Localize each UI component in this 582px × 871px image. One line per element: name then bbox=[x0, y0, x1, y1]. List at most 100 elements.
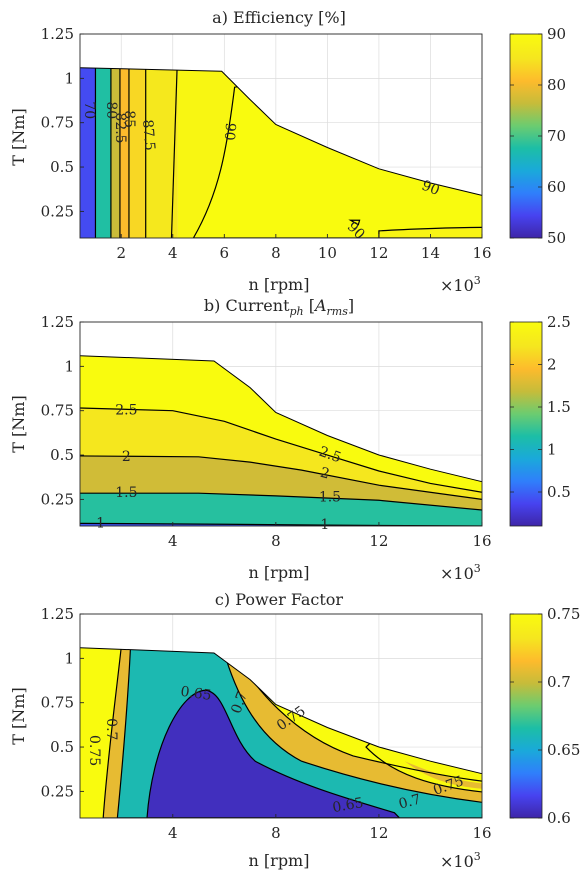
colorbar-tick-label: 70 bbox=[547, 127, 566, 145]
contour-label: 2 bbox=[122, 449, 131, 465]
envelope-line bbox=[79, 647, 483, 775]
envelope-line bbox=[79, 67, 483, 196]
ticks: 4 8 12 16 0.25 0.5 0.75 1 1.25 bbox=[41, 605, 492, 842]
colorbar-tick-label: 0.6 bbox=[547, 809, 571, 827]
y-axis-label-current: T [Nm] bbox=[9, 395, 28, 452]
contour-line bbox=[80, 407, 482, 493]
colorbar-efficiency bbox=[509, 33, 543, 239]
y-tick-label: 0.75 bbox=[41, 402, 74, 420]
x-tick-label: 16 bbox=[472, 532, 491, 550]
contour-region bbox=[378, 227, 482, 238]
contour-label: 90 bbox=[419, 178, 442, 200]
x-tick-label: 8 bbox=[271, 244, 281, 262]
contour-band bbox=[110, 67, 120, 238]
x-tick-label: 4 bbox=[168, 824, 178, 842]
y-tick-label: 0.5 bbox=[50, 446, 74, 464]
x-tick-label: 2 bbox=[116, 244, 126, 262]
y-axis-label-power-factor: T [Nm] bbox=[9, 687, 28, 744]
contour-label: 0.65 bbox=[331, 795, 364, 816]
y-tick-label: 0.75 bbox=[41, 114, 74, 132]
contour-band bbox=[95, 67, 111, 238]
panel-power-factor: c) Power Factor 0.65 0.70.750.750.70.65 0.… bbox=[9, 590, 580, 871]
contour-line bbox=[116, 647, 482, 818]
y-tick-label: 0.25 bbox=[41, 490, 74, 508]
contour-line bbox=[102, 647, 482, 818]
colorbar-tick-label: 90 bbox=[547, 25, 566, 43]
y-tick-label: 0.5 bbox=[50, 158, 74, 176]
contour-label: 0.7 bbox=[103, 718, 119, 740]
contour-lines bbox=[102, 647, 482, 818]
y-tick-label: 1.25 bbox=[41, 605, 74, 623]
x-tick-label: 4 bbox=[168, 244, 178, 262]
x-axis-label-efficiency: n [rpm] bbox=[249, 275, 310, 294]
contour-label: 87.5 bbox=[139, 119, 158, 151]
x-tick-label: 12 bbox=[369, 532, 388, 550]
x-tick-label: 4 bbox=[168, 532, 178, 550]
contour-label: 0.7 bbox=[228, 689, 251, 715]
contour-line bbox=[192, 67, 482, 238]
contour-label: 1.5 bbox=[115, 485, 137, 501]
contour-labels: 2.521.512.521.51 bbox=[96, 403, 343, 533]
contour-line bbox=[348, 219, 361, 226]
y-tick-label: 1.25 bbox=[41, 313, 74, 331]
colorbar-power-factor bbox=[509, 613, 543, 819]
contour-label: 0.7 bbox=[397, 791, 423, 812]
contour-band bbox=[128, 67, 146, 238]
colorbar-tick-label: 0.5 bbox=[547, 483, 571, 501]
x-tick-label: 6 bbox=[220, 244, 230, 262]
colorbar-tick-label: 2 bbox=[547, 356, 557, 374]
x-multiplier-power-factor: ×103 bbox=[440, 850, 481, 871]
y-tick-label: 0.5 bbox=[50, 738, 74, 756]
x-tick-label: 16 bbox=[472, 244, 491, 262]
colorbar-current bbox=[509, 321, 543, 527]
contour-band bbox=[147, 690, 400, 818]
colorbar-ticks-efficiency: 50 60 70 80 90 bbox=[510, 25, 566, 247]
y-tick-label: 1 bbox=[64, 357, 74, 375]
contour-line bbox=[365, 647, 482, 794]
y-tick-label: 1 bbox=[64, 69, 74, 87]
colorbar-tick-label: 1.5 bbox=[547, 398, 571, 416]
colorbar-tick-label: 50 bbox=[547, 229, 566, 247]
contour-label: 82.5 bbox=[112, 112, 128, 143]
contour-label: 0.65 bbox=[179, 684, 212, 704]
colorbar-tick-label: 0.7 bbox=[547, 673, 571, 691]
contour-label: 1.5 bbox=[319, 490, 341, 506]
y-tick-label: 0.25 bbox=[41, 782, 74, 800]
x-tick-label: 10 bbox=[318, 244, 337, 262]
x-axis-label-current: n [rpm] bbox=[249, 563, 310, 582]
contour-band bbox=[119, 67, 129, 238]
colorbar-ticks-power-factor: 0.6 0.65 0.7 0.75 bbox=[510, 605, 580, 827]
contour-label: 2.5 bbox=[317, 444, 343, 467]
x-axis-label-power-factor: n [rpm] bbox=[249, 851, 310, 870]
chart-title-efficiency: a) Efficiency [%] bbox=[212, 8, 346, 27]
y-axis-label-efficiency: T [Nm] bbox=[9, 108, 28, 165]
y-tick-label: 1 bbox=[64, 649, 74, 667]
contour-band bbox=[404, 761, 482, 790]
contour-label: 1 bbox=[96, 515, 105, 531]
chart-title-current: b) Currentph [Arms] bbox=[204, 296, 354, 318]
x-tick-label: 14 bbox=[421, 244, 440, 262]
contour-label: 2 bbox=[318, 465, 331, 483]
axes-box bbox=[79, 613, 483, 819]
plot-area-power-factor: 0.65 0.70.750.750.70.65 0.70.754 8 12 160.250… bbox=[41, 605, 492, 842]
panel-current: b) Currentph [Arms] 2.521.512.521.514 8 12… bbox=[9, 296, 571, 583]
colorbar-ticks-current: 0.5 1 1.5 2 2.5 bbox=[510, 313, 571, 501]
x-tick-label: 8 bbox=[271, 824, 281, 842]
contour-band bbox=[80, 67, 96, 238]
colorbar-tick-label: 0.75 bbox=[547, 605, 580, 623]
x-multiplier-current: ×103 bbox=[440, 562, 481, 583]
axes-box bbox=[79, 33, 483, 239]
y-tick-label: 1.25 bbox=[41, 25, 74, 43]
contour-line bbox=[80, 455, 482, 500]
contour-label: 70 bbox=[81, 101, 97, 119]
y-tick-label: 0.75 bbox=[41, 694, 74, 712]
contour-label: 1 bbox=[320, 517, 329, 533]
colorbar-tick-label: 80 bbox=[547, 76, 566, 94]
x-tick-label: 12 bbox=[369, 244, 388, 262]
colorbar-tick-label: 2.5 bbox=[547, 313, 571, 331]
